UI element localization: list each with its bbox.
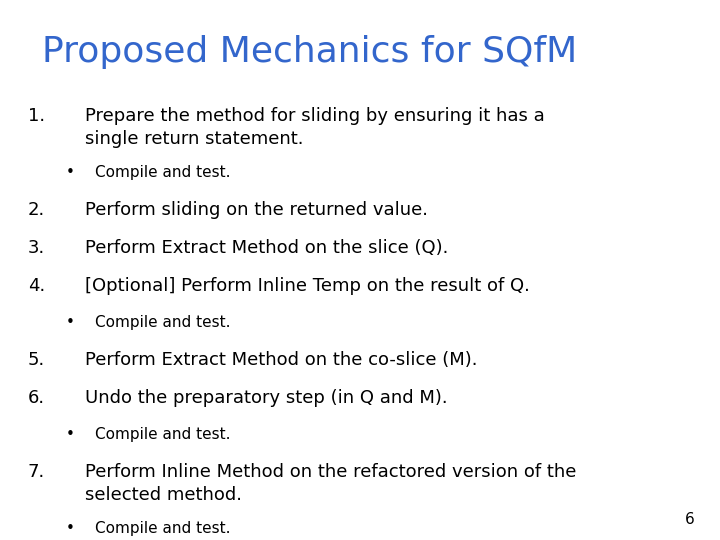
Text: 6.: 6.: [28, 389, 45, 407]
Text: •: •: [66, 427, 75, 442]
Text: Compile and test.: Compile and test.: [95, 427, 230, 442]
Text: •: •: [66, 315, 75, 330]
Text: Undo the preparatory step (in Q and M).: Undo the preparatory step (in Q and M).: [85, 389, 448, 407]
Text: Prepare the method for sliding by ensuring it has a
single return statement.: Prepare the method for sliding by ensuri…: [85, 107, 545, 148]
Text: Perform Inline Method on the refactored version of the
selected method.: Perform Inline Method on the refactored …: [85, 463, 577, 504]
Text: 6: 6: [685, 511, 695, 526]
Text: 2.: 2.: [28, 201, 45, 219]
Text: Perform Extract Method on the slice (Q).: Perform Extract Method on the slice (Q).: [85, 239, 449, 257]
Text: •: •: [66, 521, 75, 536]
Text: [Optional] Perform Inline Temp on the result of Q.: [Optional] Perform Inline Temp on the re…: [85, 277, 530, 295]
Text: 5.: 5.: [28, 351, 45, 369]
Text: Perform sliding on the returned value.: Perform sliding on the returned value.: [85, 201, 428, 219]
Text: •: •: [66, 165, 75, 180]
Text: 3.: 3.: [28, 239, 45, 257]
Text: Compile and test.: Compile and test.: [95, 315, 230, 330]
Text: Proposed Mechanics for SQfM: Proposed Mechanics for SQfM: [42, 35, 577, 69]
Text: 1.: 1.: [28, 107, 45, 125]
Text: 7.: 7.: [28, 463, 45, 481]
Text: Compile and test.: Compile and test.: [95, 521, 230, 536]
Text: 4.: 4.: [28, 277, 45, 295]
Text: Perform Extract Method on the co-slice (M).: Perform Extract Method on the co-slice (…: [85, 351, 477, 369]
Text: Compile and test.: Compile and test.: [95, 165, 230, 180]
